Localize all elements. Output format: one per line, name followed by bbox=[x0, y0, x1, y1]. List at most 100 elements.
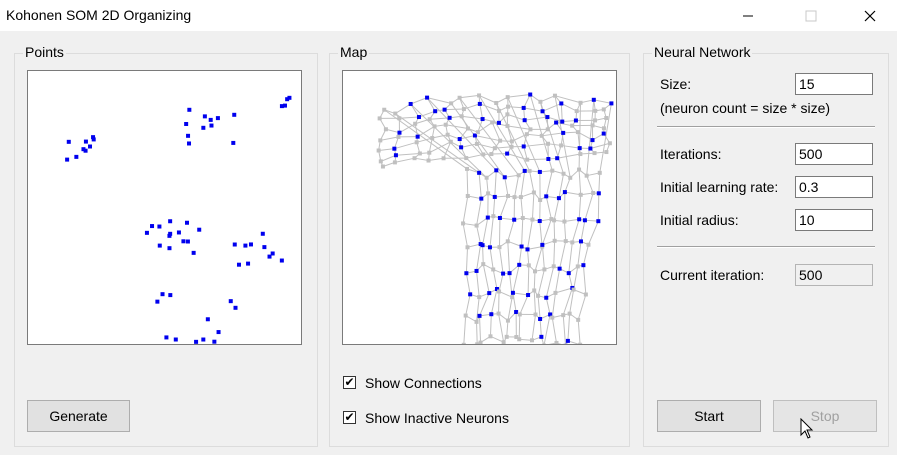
minimize-button[interactable] bbox=[725, 0, 771, 31]
inactive-neuron bbox=[525, 157, 530, 162]
points-group: Points bbox=[14, 44, 318, 447]
neuron-connection bbox=[584, 219, 599, 222]
inactive-neuron bbox=[465, 245, 470, 250]
inactive-neuron bbox=[461, 107, 466, 112]
neuron-connection bbox=[560, 132, 564, 146]
inactive-neuron bbox=[520, 216, 525, 221]
maximize-icon bbox=[805, 10, 817, 21]
show-inactive-neurons-checkbox[interactable]: ✔ bbox=[343, 411, 356, 424]
neuron-connection bbox=[476, 225, 482, 245]
neuron-connection bbox=[545, 170, 553, 197]
neuron-connection bbox=[534, 246, 543, 272]
neuron-connection bbox=[523, 146, 528, 160]
data-point bbox=[248, 242, 253, 247]
data-point bbox=[187, 141, 192, 146]
inactive-neuron bbox=[448, 139, 453, 144]
neuron-connection bbox=[394, 141, 417, 150]
neuron-connection bbox=[380, 136, 399, 141]
neuron-connection bbox=[561, 103, 577, 112]
neuron-connection bbox=[531, 192, 535, 220]
neuron-connection bbox=[520, 197, 524, 219]
neuron-connection bbox=[573, 266, 579, 290]
neuron-connection bbox=[479, 103, 500, 112]
neuron-connection bbox=[524, 116, 548, 121]
inactive-neuron bbox=[567, 311, 572, 316]
neuron-connection bbox=[562, 119, 576, 123]
data-point bbox=[215, 116, 220, 121]
neuron-connection bbox=[478, 94, 497, 104]
inactive-neuron bbox=[510, 295, 515, 300]
neuron-connection bbox=[586, 99, 595, 176]
neuron-connection bbox=[429, 141, 452, 154]
neuron-connection bbox=[578, 169, 582, 195]
inactive-neuron bbox=[527, 168, 532, 173]
inactive-neuron bbox=[517, 337, 522, 342]
inactive-neuron bbox=[539, 133, 544, 138]
neuron-connection bbox=[539, 220, 543, 247]
inactive-neuron bbox=[477, 93, 482, 98]
inactive-neuron bbox=[577, 167, 582, 172]
active-neuron bbox=[447, 115, 452, 120]
neuron-connection bbox=[477, 122, 493, 133]
inactive-neuron bbox=[475, 342, 480, 344]
inactive-neuron bbox=[497, 289, 502, 294]
neuron-connection bbox=[556, 122, 573, 127]
neuron-connection bbox=[410, 103, 487, 179]
inactive-neuron bbox=[538, 198, 543, 203]
inactive-neuron bbox=[574, 109, 579, 114]
neuron-connection bbox=[418, 110, 436, 118]
data-point bbox=[144, 230, 149, 235]
generate-button[interactable]: Generate bbox=[27, 400, 130, 432]
inactive-neuron bbox=[509, 139, 514, 144]
inactive-neuron bbox=[506, 193, 511, 198]
inactive-neuron bbox=[530, 338, 535, 343]
neuron-connection bbox=[410, 97, 428, 105]
data-point bbox=[262, 245, 267, 250]
active-neuron bbox=[561, 130, 566, 135]
data-point bbox=[279, 258, 284, 263]
active-neuron bbox=[528, 92, 533, 97]
neuron-connection bbox=[486, 177, 489, 194]
inactive-neuron bbox=[378, 138, 383, 143]
neuron-connection bbox=[542, 102, 562, 112]
inactive-neuron bbox=[459, 114, 464, 119]
inactive-neuron bbox=[517, 312, 522, 317]
maximize-button bbox=[788, 0, 834, 31]
show-connections-label[interactable]: Show Connections bbox=[365, 375, 482, 391]
neuron-connection bbox=[567, 313, 571, 341]
data-point bbox=[164, 335, 169, 340]
inactive-neuron bbox=[532, 269, 537, 274]
size-input[interactable] bbox=[795, 73, 873, 95]
inactive-neuron bbox=[426, 158, 431, 163]
radius-input[interactable] bbox=[795, 209, 873, 231]
neuron-connection bbox=[577, 319, 581, 344]
neuron-connection bbox=[461, 116, 469, 129]
active-neuron bbox=[502, 175, 507, 180]
close-button[interactable] bbox=[847, 0, 893, 31]
neuron-connection bbox=[443, 141, 452, 159]
neuron-connection bbox=[506, 320, 509, 337]
neuron-connection bbox=[410, 103, 420, 118]
inactive-neuron bbox=[486, 191, 491, 196]
inactive-neuron bbox=[545, 127, 550, 132]
neuron-connection bbox=[494, 146, 512, 149]
neuron-connection bbox=[494, 170, 497, 197]
start-button[interactable]: Start bbox=[657, 400, 761, 432]
inactive-neuron bbox=[484, 175, 489, 180]
neuron-connection bbox=[498, 291, 513, 298]
show-inactive-neurons-label[interactable]: Show Inactive Neurons bbox=[365, 410, 509, 426]
neuron-connection bbox=[506, 153, 528, 161]
active-neuron bbox=[562, 190, 567, 195]
data-point bbox=[197, 227, 202, 232]
learning-rate-input[interactable] bbox=[795, 176, 873, 198]
neuron-connection bbox=[465, 294, 471, 316]
neuron-connection bbox=[512, 264, 520, 293]
inactive-neuron bbox=[530, 217, 535, 222]
inactive-neuron bbox=[393, 111, 398, 116]
neuron-connection bbox=[490, 288, 498, 315]
iterations-input[interactable] bbox=[795, 143, 873, 165]
neuron-connection bbox=[444, 108, 464, 111]
separator bbox=[657, 246, 875, 248]
show-connections-checkbox[interactable]: ✔ bbox=[343, 376, 356, 389]
neuron-connection bbox=[492, 269, 498, 290]
